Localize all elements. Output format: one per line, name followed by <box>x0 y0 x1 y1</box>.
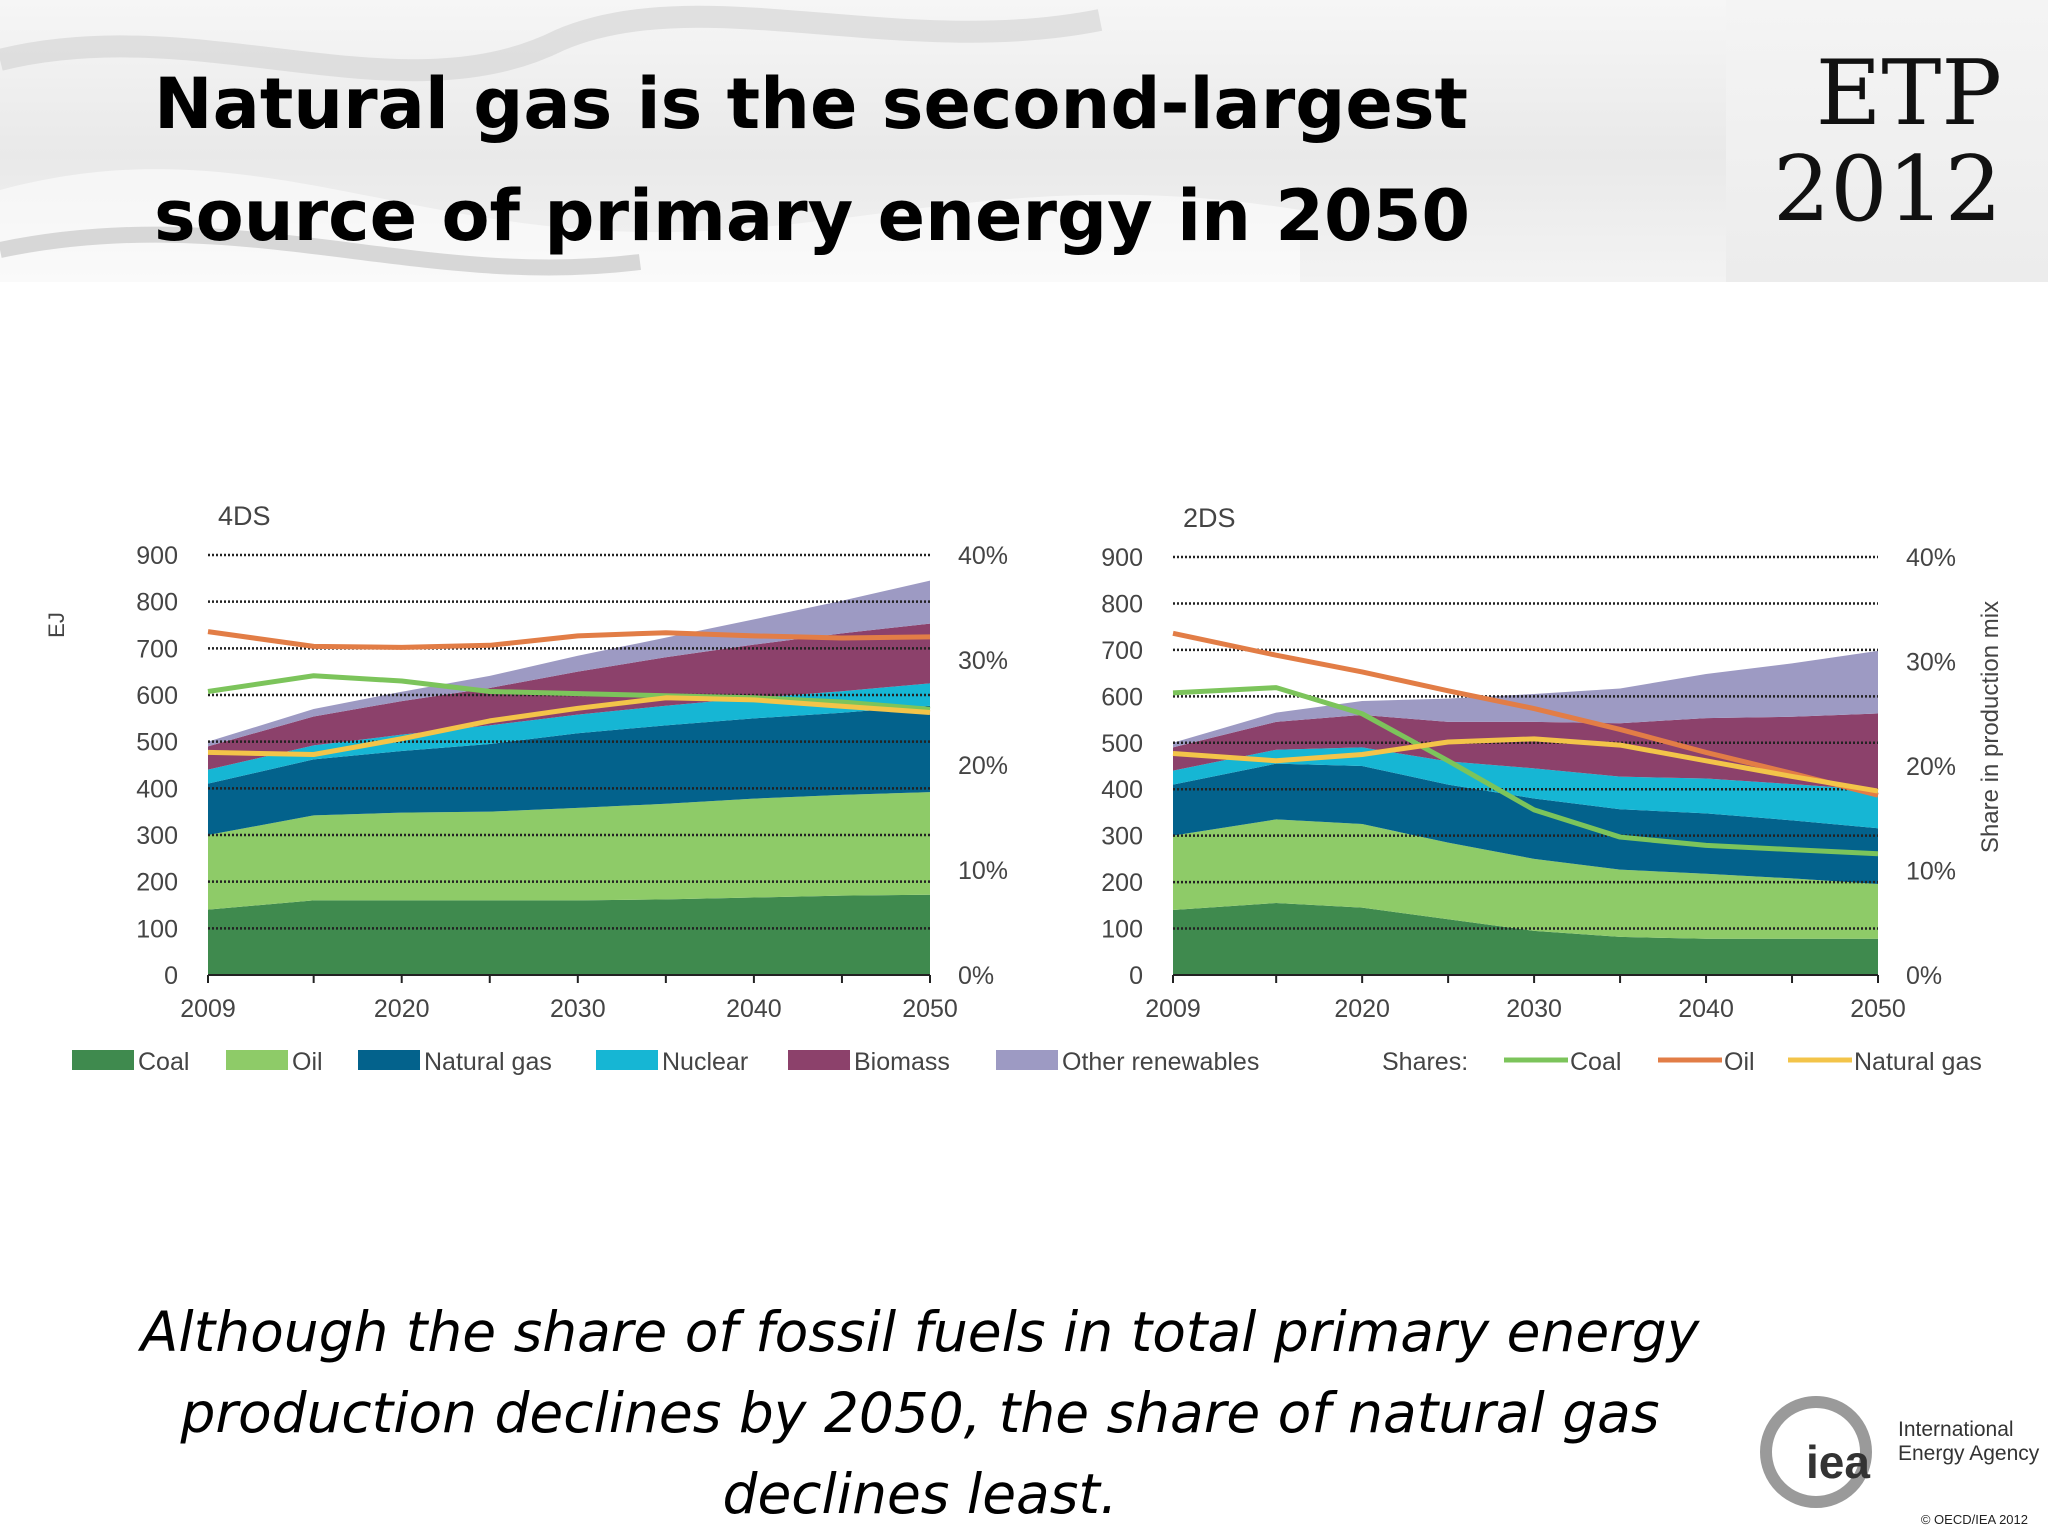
y2-tick-label: 10% <box>1906 858 1956 886</box>
copyright: © OECD/IEA 2012 <box>1920 1512 2028 1527</box>
area-coal <box>208 894 930 975</box>
share-line-natural-gas <box>1172 736 1879 794</box>
legend-share-label-oil: Oil <box>1724 1048 1755 1076</box>
x-tick-label: 2050 <box>1850 995 1906 1023</box>
area-natural-gas <box>1173 763 1878 884</box>
share-line-coal <box>207 673 931 712</box>
legend-swatch-oil <box>226 1050 288 1070</box>
panel-title: 2DS <box>1183 503 1236 533</box>
area-other-renewables <box>1173 650 1878 748</box>
y-tick-label: 0 <box>164 962 178 990</box>
y2-tick-label: 30% <box>958 647 1008 675</box>
area-biomass <box>1173 713 1878 791</box>
legend-label-oil: Oil <box>292 1048 323 1076</box>
x-tick-label: 2020 <box>374 995 430 1023</box>
y-tick-label: 900 <box>136 542 178 570</box>
y-tick-label: 300 <box>1101 823 1143 851</box>
badge-etp: ETP <box>1815 41 2002 146</box>
legend-swatch-nuclear <box>596 1050 658 1070</box>
x-tick-label: 2050 <box>902 995 958 1023</box>
y2-tick-label: 0% <box>958 962 994 990</box>
legend-swatch-natural-gas <box>358 1050 420 1070</box>
area-other-renewables <box>208 580 930 747</box>
x-tick-label: 2040 <box>726 995 782 1023</box>
x-tick-label: 2040 <box>1678 995 1734 1023</box>
area-biomass <box>208 623 930 770</box>
share-line-natural-gas <box>207 695 931 757</box>
badge-year: 2012 <box>1772 137 2002 242</box>
y2-axis-title: Share in production mix <box>1977 601 2004 853</box>
y-tick-label: 900 <box>1101 544 1143 572</box>
x-tick-label: 2030 <box>1506 995 1562 1023</box>
x-tick-label: 2009 <box>180 995 236 1023</box>
x-tick-label: 2009 <box>1145 995 1201 1023</box>
legend-share-label-coal: Coal <box>1570 1048 1621 1076</box>
legend-swatch-other-renewables <box>996 1050 1058 1070</box>
chart-panel-2ds: 2009 2020 2030 2040 2050 0 100 200 300 400 500 600 7… <box>1101 503 2004 1023</box>
area-coal <box>1173 903 1878 975</box>
legend-label-natural-gas: Natural gas <box>424 1048 552 1076</box>
y2-tick-label: 0% <box>1906 962 1942 990</box>
slide-title: Natural gas is the second-largest source… <box>154 63 1471 257</box>
y-tick-label: 700 <box>1101 637 1143 665</box>
area-oil <box>208 792 930 910</box>
area-nuclear <box>208 683 930 784</box>
area-oil <box>1173 819 1878 939</box>
logo-line-2: Energy Agency <box>1898 1442 2040 1465</box>
logo-mark-text: iea <box>1806 1436 1870 1488</box>
y-tick-label: 200 <box>1101 869 1143 897</box>
y-tick-label: 100 <box>136 915 178 943</box>
y2-tick-label: 10% <box>958 857 1008 885</box>
y-axis-title: EJ <box>44 612 69 638</box>
y-tick-label: 400 <box>1101 776 1143 804</box>
x-tick-label: 2030 <box>550 995 606 1023</box>
legend-label-biomass: Biomass <box>854 1048 950 1076</box>
legend-share-label-natural-gas: Natural gas <box>1854 1048 1982 1076</box>
area-nuclear <box>1173 747 1878 829</box>
iea-logo-mark: iea <box>1760 1396 1872 1508</box>
y-tick-label: 300 <box>136 822 178 850</box>
legend-shares-label: Shares: <box>1382 1048 1468 1076</box>
legend-label-nuclear: Nuclear <box>662 1048 748 1076</box>
y-tick-label: 100 <box>1101 916 1143 944</box>
y-tick-label: 600 <box>1101 683 1143 711</box>
legend-label-other-renewables: Other renewables <box>1062 1048 1259 1076</box>
y2-tick-label: 20% <box>1906 753 1956 781</box>
chart-legend: Coal Oil Natural gas Nuclear Biomass Other re… <box>72 1048 1982 1076</box>
legend-swatch-biomass <box>788 1050 850 1070</box>
y-tick-label: 600 <box>136 682 178 710</box>
y-tick-label: 200 <box>136 869 178 897</box>
x-tick-label: 2020 <box>1334 995 1390 1023</box>
iea-logo: iea International Energy Agency <box>1750 1392 2039 1517</box>
y-tick-label: 0 <box>1129 962 1143 990</box>
charts-area: 2009 2020 2030 2040 2050 0 100 200 300 400 500 600 7… <box>44 501 2004 1076</box>
y-tick-label: 800 <box>136 589 178 617</box>
y2-tick-label: 20% <box>958 752 1008 780</box>
share-line-oil <box>207 629 931 650</box>
y-tick-label: 500 <box>136 729 178 757</box>
y2-tick-label: 30% <box>1906 649 1956 677</box>
header-banner: Natural gas is the second-largest source… <box>0 0 2048 282</box>
caption: Although the share of fossil fuels in to… <box>140 1300 1700 1526</box>
chart-panel-4ds: 2009 2020 2030 2040 2050 0 100 200 300 400 500 600 7… <box>44 501 1008 1023</box>
y-tick-label: 700 <box>136 635 178 663</box>
y-tick-label: 400 <box>136 775 178 803</box>
y-tick-label: 500 <box>1101 730 1143 758</box>
legend-label-coal: Coal <box>138 1048 189 1076</box>
logo-line-1: International <box>1898 1418 2014 1441</box>
etp-badge: ETP 2012 <box>1726 0 2048 282</box>
y-tick-label: 800 <box>1101 590 1143 618</box>
area-natural-gas <box>208 705 930 835</box>
header-swoosh-decoration <box>0 5 1300 282</box>
y2-tick-label: 40% <box>958 542 1008 570</box>
legend-swatch-coal <box>72 1050 134 1070</box>
share-line-coal <box>1172 685 1879 857</box>
share-line-oil <box>1172 630 1879 798</box>
panel-title: 4DS <box>218 501 271 531</box>
y2-tick-label: 40% <box>1906 544 1956 572</box>
